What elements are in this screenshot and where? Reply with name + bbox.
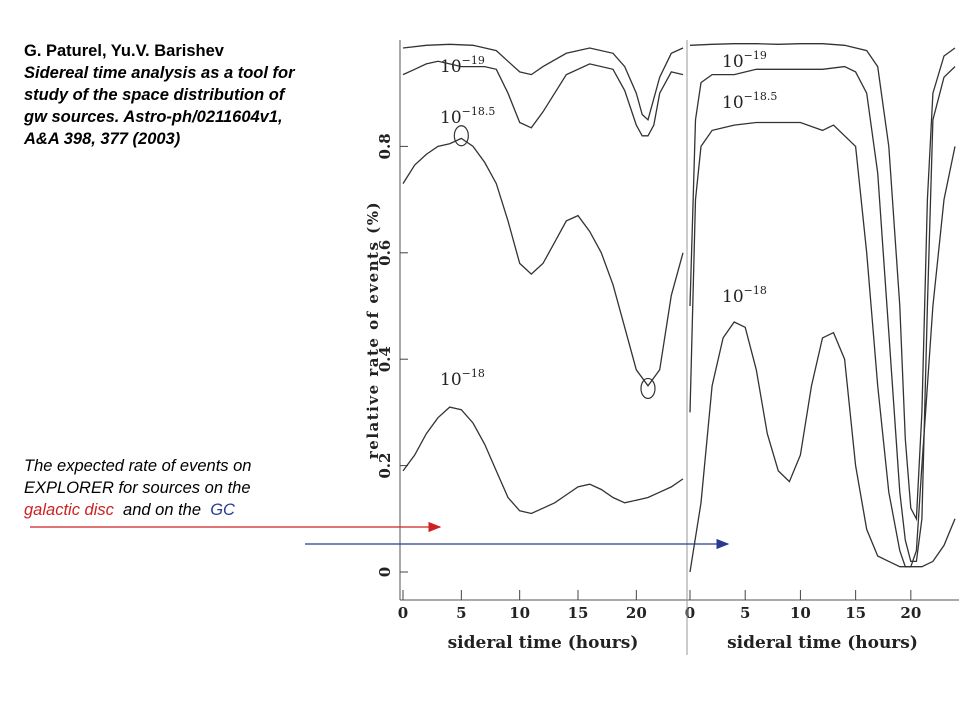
series-label: 10−18 <box>722 284 767 307</box>
citation-authors: G. Paturel, Yu.V. Barishev <box>24 42 224 60</box>
series-line <box>689 121 956 568</box>
x-tick-label: 20 <box>626 604 647 622</box>
y-tick-label: 0 <box>376 567 394 577</box>
x-tick-label: 15 <box>845 604 866 622</box>
series-line <box>402 43 684 121</box>
x-tick-label: 0 <box>685 604 695 622</box>
caption-line-1: The expected rate of events on <box>24 457 252 475</box>
y-tick-label: 0.2 <box>376 453 394 479</box>
series-line <box>689 65 956 563</box>
x-axis-label: sideral time (hours) <box>727 633 918 653</box>
circled-point <box>453 125 469 147</box>
series-label: 10−19 <box>722 49 767 72</box>
y-tick-label: 0.8 <box>376 133 394 159</box>
series-label: 10−18 <box>440 367 485 390</box>
caption-connector: and on the <box>113 501 211 519</box>
citation-ref-line: Sidereal time analysis as a tool for <box>24 64 295 82</box>
x-tick-label: 10 <box>509 604 530 622</box>
y-tick-label: 0.6 <box>376 240 394 266</box>
x-tick-label: 5 <box>740 604 750 622</box>
caption-line-2: EXPLORER for sources on the <box>24 479 251 497</box>
caption-gc: GC <box>210 501 235 519</box>
series-label: 10−18.5 <box>722 90 777 113</box>
citation-ref-line: A&A 398, 377 (2003) <box>24 130 181 148</box>
x-tick-label: 5 <box>456 604 466 622</box>
circled-point <box>640 377 656 400</box>
citation-ref-line: study of the space distribution of <box>24 86 285 104</box>
citation-block: G. Paturel, Yu.V. Barishev Sidereal time… <box>24 40 404 150</box>
caption-galactic-disc: galactic disc <box>24 501 114 519</box>
y-axis-label: relative rate of events (%) <box>364 201 382 459</box>
x-tick-label: 0 <box>398 604 408 622</box>
y-tick-label: 0.4 <box>376 346 394 372</box>
series-line <box>689 43 956 522</box>
series-label: 10−19 <box>440 54 485 77</box>
x-axis-label: sideral time (hours) <box>448 633 639 653</box>
citation-ref-line: gw sources. Astro-ph/0211604v1, <box>24 108 283 126</box>
series-line <box>402 60 684 137</box>
x-tick-label: 15 <box>568 604 589 622</box>
x-tick-label: 20 <box>900 604 921 622</box>
series-label: 10−18.5 <box>440 105 495 128</box>
series-line <box>402 137 684 387</box>
series-line <box>689 321 956 573</box>
figure-caption: The expected rate of events on EXPLORER … <box>24 455 344 521</box>
x-tick-label: 10 <box>790 604 811 622</box>
series-line <box>402 406 684 515</box>
